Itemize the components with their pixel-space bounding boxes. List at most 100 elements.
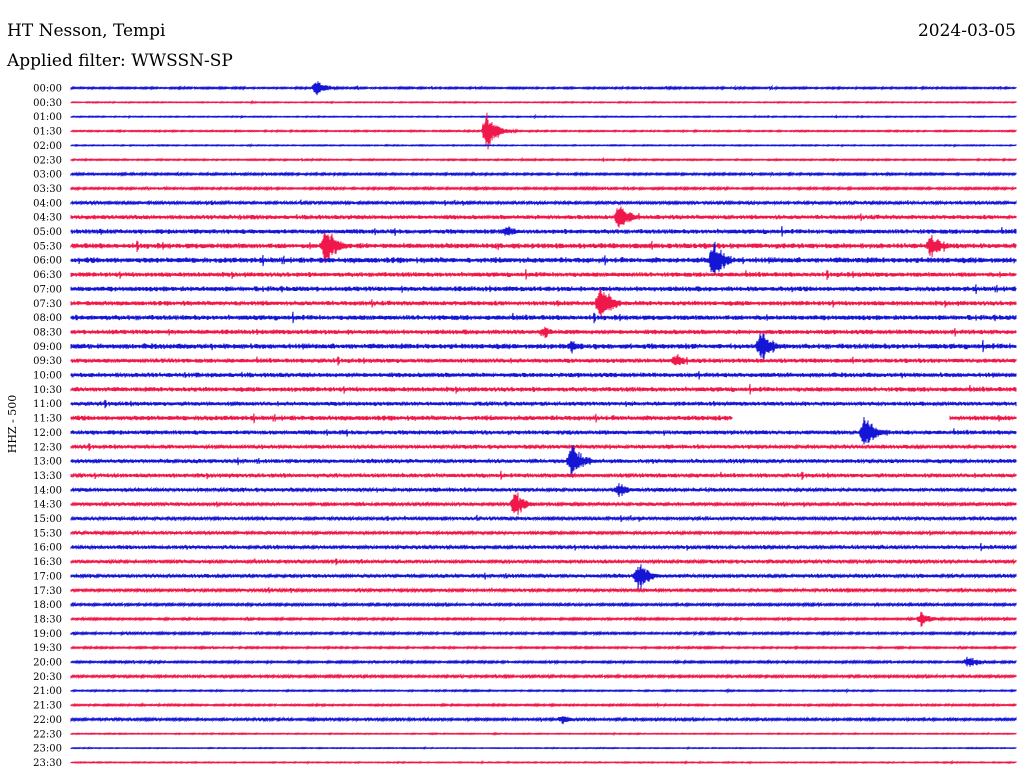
seismic-trace-0300 [70, 170, 1017, 178]
seismic-trace-1600 [70, 542, 1017, 552]
row-time-label: 10:00 [33, 371, 62, 382]
row-time-label: 13:00 [33, 457, 62, 468]
row-time-label: 17:30 [33, 586, 62, 597]
seismic-trace-2230 [70, 731, 1017, 737]
row-time-label: 04:30 [33, 213, 62, 224]
seismic-trace-0930 [70, 354, 1017, 366]
row-time-label: 19:30 [33, 643, 62, 654]
seismic-trace-0830 [70, 326, 1017, 338]
filter-label: Applied filter: WWSSN-SP [6, 51, 233, 71]
row-time-label: 11:30 [33, 414, 62, 425]
seismic-trace-0230 [70, 156, 1017, 163]
row-time-label: 13:30 [33, 471, 62, 482]
seismic-trace-2300 [70, 746, 1017, 751]
seismic-trace-1530 [70, 529, 1017, 537]
row-time-label: 23:00 [33, 744, 62, 755]
row-time-label: 09:00 [33, 342, 62, 353]
row-time-label: 00:30 [33, 98, 62, 109]
seismic-trace-1230 [70, 443, 1017, 451]
row-time-label: 21:30 [33, 701, 62, 712]
seismic-trace-1430 [70, 492, 1017, 516]
seismic-trace-1330 [70, 470, 1017, 481]
row-time-label: 19:00 [33, 629, 62, 640]
seismic-trace-1500 [70, 514, 1017, 523]
seismic-trace-0530 [70, 232, 1017, 264]
seismic-trace-1800 [70, 601, 1017, 608]
seismic-trace-2200 [70, 716, 1017, 725]
seismic-trace-0700 [70, 284, 1017, 295]
y-axis-label: HHZ - 500 [6, 395, 19, 454]
row-time-label: 06:30 [33, 270, 62, 281]
row-time-label: 15:00 [33, 514, 62, 525]
row-time-label: 11:00 [33, 399, 62, 410]
seismic-trace-1700 [70, 564, 1017, 592]
row-time-label: 02:00 [33, 141, 62, 152]
seismic-trace-2100 [70, 687, 1017, 694]
seismic-trace-0730 [70, 288, 1017, 318]
seismic-trace-2130 [70, 701, 1017, 709]
date-label: 2024-03-05 [918, 21, 1016, 41]
row-time-label: 04:00 [33, 198, 62, 209]
seismic-trace-1930 [70, 644, 1017, 651]
row-time-label: 09:30 [33, 356, 62, 367]
row-time-label: 07:00 [33, 284, 62, 295]
seismic-trace-1000 [70, 371, 1017, 380]
row-time-label: 01:30 [33, 127, 62, 138]
row-time-label: 12:30 [33, 442, 62, 453]
row-time-label: 14:30 [33, 500, 62, 511]
seismic-trace-1130 [70, 413, 1017, 424]
row-time-label: 18:30 [33, 614, 62, 625]
seismic-trace-1200 [70, 416, 1017, 445]
seismic-trace-1630 [70, 558, 1017, 566]
seismic-trace-2000 [70, 656, 1017, 667]
row-time-label: 00:00 [33, 84, 62, 95]
seismic-trace-0500 [70, 225, 1017, 237]
row-time-label: 08:00 [33, 313, 62, 324]
row-time-label: 18:00 [33, 600, 62, 611]
row-time-label: 10:30 [33, 385, 62, 396]
row-time-label: 14:00 [33, 485, 62, 496]
station-title: HT Nesson, Tempi [7, 21, 166, 41]
seismic-trace-2030 [70, 673, 1017, 680]
seismic-trace-0030 [70, 99, 1017, 105]
seismic-trace-1030 [70, 383, 1017, 395]
row-time-label: 12:00 [33, 428, 62, 439]
row-time-label: 01:00 [33, 112, 62, 123]
row-time-label: 21:00 [33, 686, 62, 697]
seismic-trace-0000 [70, 81, 1017, 96]
row-time-label: 05:30 [33, 241, 62, 252]
seismic-trace-0200 [70, 143, 1017, 148]
seismic-trace-0100 [70, 113, 1017, 120]
row-time-label: 22:30 [33, 729, 62, 740]
trace-rows: 00:00 00:30 01:00 01:30 02:00 02:30 03:00 03:30… [33, 81, 1017, 769]
seismic-trace-1730 [70, 586, 1017, 594]
row-time-label: 17:00 [33, 571, 62, 582]
seismic-trace-0630 [70, 269, 1017, 280]
row-time-label: 15:30 [33, 528, 62, 539]
seismic-trace-0430 [70, 206, 1017, 228]
seismic-trace-0800 [70, 311, 1017, 324]
seismic-trace-1100 [70, 399, 1017, 409]
seismic-trace-0330 [70, 185, 1017, 192]
row-time-label: 07:30 [33, 299, 62, 310]
row-time-label: 20:30 [33, 672, 62, 683]
row-time-label: 20:00 [33, 658, 62, 669]
row-time-label: 16:00 [33, 543, 62, 554]
seismic-trace-0400 [70, 199, 1017, 207]
row-time-label: 22:00 [33, 715, 62, 726]
seismic-trace-1400 [70, 483, 1017, 497]
row-time-label: 16:30 [33, 557, 62, 568]
seismic-trace-1830 [70, 611, 1017, 627]
seismic-trace-0130 [70, 112, 1017, 150]
seismic-trace-1900 [70, 630, 1017, 637]
seismic-trace-1300 [70, 445, 1017, 477]
row-time-label: 23:30 [33, 758, 62, 769]
seismic-trace-2330 [70, 759, 1017, 765]
row-time-label: 06:00 [33, 256, 62, 267]
seismic-trace-0600 [70, 241, 1017, 274]
row-time-label: 08:30 [33, 327, 62, 338]
row-time-label: 03:00 [33, 170, 62, 181]
row-time-label: 03:30 [33, 184, 62, 195]
seismic-trace-0900 [70, 333, 1017, 360]
